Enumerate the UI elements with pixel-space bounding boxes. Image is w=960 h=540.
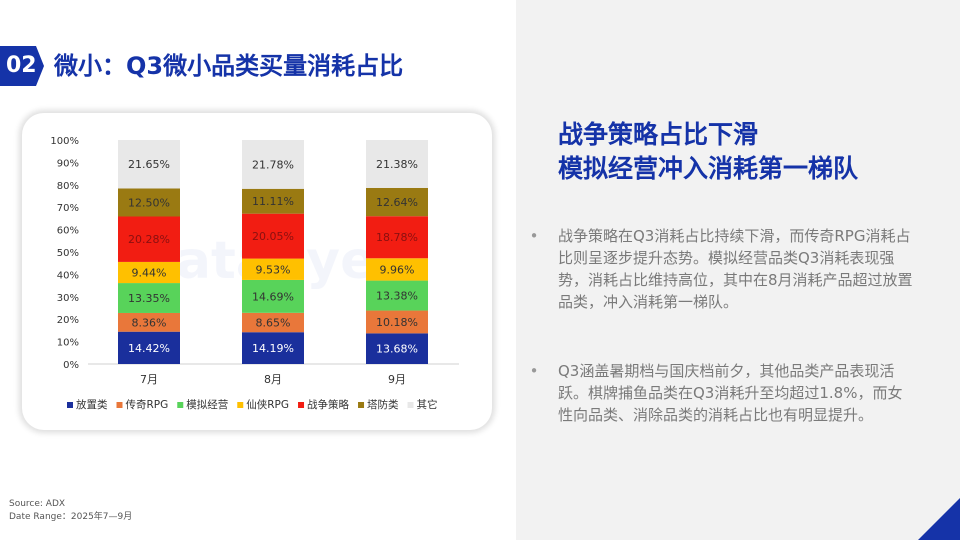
- bar-segment: [242, 140, 304, 189]
- legend-label: 其它: [417, 398, 438, 411]
- source-line: Source: ADX: [9, 499, 66, 509]
- bar-segment: [118, 188, 180, 217]
- legend-swatch: [237, 402, 244, 408]
- bullet-dot-icon: •: [529, 362, 539, 380]
- data-label: 18.78%: [376, 231, 418, 244]
- data-label: 11.11%: [252, 195, 294, 208]
- chart-card: dataeye0%10%20%30%40%50%60%70%80%90%100%…: [22, 113, 492, 430]
- bar-segment: [366, 310, 428, 334]
- bar-segment: [242, 332, 304, 364]
- bar-segment: [118, 140, 180, 189]
- headline-line-1: 战争策略占比下滑: [558, 120, 759, 149]
- legend-swatch: [407, 402, 414, 408]
- y-tick-label: 20%: [57, 315, 79, 326]
- bar-segment: [366, 140, 428, 188]
- legend-swatch: [116, 402, 123, 408]
- data-label: 14.19%: [252, 342, 294, 355]
- bar-segment: [242, 188, 304, 214]
- stacked-bar-chart: dataeye0%10%20%30%40%50%60%70%80%90%100%…: [50, 136, 459, 411]
- data-label: 14.42%: [128, 342, 170, 355]
- y-tick-label: 50%: [57, 248, 79, 259]
- legend-swatch: [177, 402, 184, 408]
- y-tick-label: 0%: [63, 360, 79, 371]
- bar-segment: [366, 187, 428, 217]
- y-tick-label: 30%: [57, 293, 79, 304]
- bar-segment: [242, 279, 304, 313]
- section-badge: [0, 46, 44, 86]
- y-tick-label: 100%: [50, 136, 79, 147]
- data-label: 8.36%: [132, 316, 167, 329]
- legend-swatch: [298, 402, 305, 408]
- y-tick-label: 70%: [57, 203, 79, 214]
- data-label: 13.68%: [376, 343, 418, 356]
- bar-segment: [118, 216, 180, 262]
- source-note: Source: ADX Date Range：2025年7—9月: [9, 498, 132, 524]
- data-label: 13.38%: [376, 290, 418, 303]
- page-title: 微小：Q3微小品类买量消耗占比: [54, 52, 404, 80]
- bar-segment: [118, 312, 180, 332]
- y-tick-label: 60%: [57, 226, 79, 237]
- bar-segment: [366, 280, 428, 311]
- corner-decoration: [918, 498, 960, 540]
- data-label: 10.18%: [376, 316, 418, 329]
- data-label: 12.50%: [128, 196, 170, 209]
- y-tick-label: 90%: [57, 158, 79, 169]
- y-tick-label: 40%: [57, 270, 79, 281]
- data-label: 21.65%: [128, 158, 170, 171]
- data-label: 20.28%: [128, 233, 170, 246]
- legend-label: 仙侠RPG: [246, 398, 289, 411]
- bar-segment: [118, 261, 180, 284]
- data-label: 13.35%: [128, 292, 170, 305]
- data-label: 9.96%: [380, 263, 415, 276]
- legend-swatch: [67, 402, 73, 408]
- data-label: 9.53%: [256, 263, 291, 276]
- bar-segment: [242, 258, 304, 280]
- bullet-item: • Q3涵盖暑期档与国庆档前夕，其他品类产品表现活跃。棋牌捕鱼品类在Q3消耗升至…: [526, 360, 916, 426]
- legend-label: 塔防类: [367, 398, 399, 411]
- bullet-item: • 战争策略在Q3消耗占比持续下滑，而传奇RPG消耗占比则呈逐步提升态势。模拟经…: [526, 225, 916, 313]
- legend-label: 战争策略: [307, 398, 349, 411]
- data-label: 9.44%: [132, 266, 167, 279]
- legend-label: 传奇RPG: [126, 398, 169, 411]
- data-label: 14.69%: [252, 290, 294, 303]
- right-panel: [516, 0, 960, 540]
- bar-segment: [366, 333, 428, 364]
- data-label: 20.05%: [252, 230, 294, 243]
- headline-line-2: 模拟经营冲入消耗第一梯队: [558, 154, 859, 183]
- bar-segment: [118, 283, 180, 313]
- y-tick-label: 80%: [57, 181, 79, 192]
- legend-swatch: [358, 402, 365, 408]
- data-label: 12.64%: [376, 196, 418, 209]
- data-label: 8.65%: [256, 317, 291, 330]
- bullet-text: Q3涵盖暑期档与国庆档前夕，其他品类产品表现活跃。棋牌捕鱼品类在Q3消耗升至均超…: [558, 362, 903, 424]
- x-tick-label: 7月: [140, 373, 158, 386]
- bar-segment: [242, 312, 304, 333]
- bar-segment: [118, 331, 180, 364]
- x-tick-label: 9月: [388, 373, 406, 386]
- x-tick-label: 8月: [264, 373, 282, 386]
- headline: 战争策略占比下滑 模拟经营冲入消耗第一梯队: [558, 118, 938, 186]
- data-label: 21.38%: [376, 158, 418, 171]
- y-tick-label: 10%: [57, 338, 79, 349]
- legend-label: 模拟经营: [186, 398, 228, 411]
- bullet-text: 战争策略在Q3消耗占比持续下滑，而传奇RPG消耗占比则呈逐步提升态势。模拟经营品…: [558, 227, 913, 311]
- bar-segment: [366, 258, 428, 281]
- section-number: 02: [6, 53, 37, 78]
- bar-segment: [242, 213, 304, 259]
- bar-segment: [366, 216, 428, 259]
- data-label: 21.78%: [252, 158, 294, 171]
- bullet-dot-icon: •: [529, 227, 539, 245]
- legend-label: 放置类: [76, 398, 108, 411]
- date-range-line: Date Range：2025年7—9月: [9, 512, 133, 522]
